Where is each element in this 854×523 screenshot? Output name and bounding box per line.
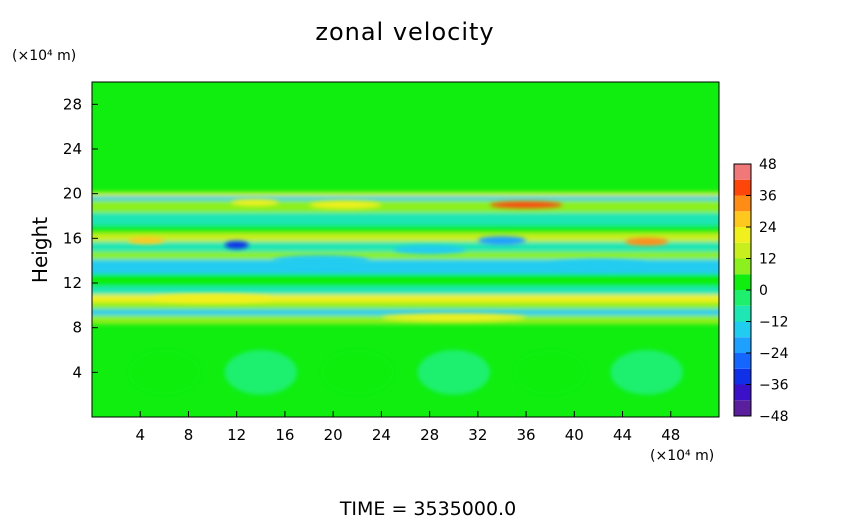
contour-feature xyxy=(624,237,669,246)
colorbar-tick-label: 12 xyxy=(759,252,777,268)
contour-band xyxy=(92,302,719,311)
colorbar-tick-label: −24 xyxy=(759,346,789,362)
contour-band xyxy=(92,309,719,318)
colorbar-swatch xyxy=(734,353,751,369)
contour-feature xyxy=(393,245,466,254)
x-tick-label: 4 xyxy=(135,426,145,444)
y-tick-label: 20 xyxy=(63,185,82,203)
contour-band xyxy=(92,191,719,198)
colorbar-swatch xyxy=(734,242,751,259)
y-axis: 4 8 12 16 20 24 28 xyxy=(63,95,98,381)
colorbar-swatch xyxy=(734,227,751,243)
x-tick-label: 28 xyxy=(420,426,439,444)
colorbar-swatch xyxy=(734,368,751,385)
colorbar-tick-label: 36 xyxy=(759,189,777,205)
plot-area xyxy=(92,82,719,417)
contour-feature xyxy=(224,350,297,395)
contour-feature xyxy=(309,200,382,209)
chart-title: zonal velocity xyxy=(315,18,494,46)
colorbar-tick-label: −48 xyxy=(759,409,789,425)
x-tick-label: 44 xyxy=(613,426,632,444)
x-tick-label: 8 xyxy=(184,426,194,444)
contour-feature xyxy=(272,255,370,267)
colorbar-swatch xyxy=(734,290,751,306)
x-tick-label: 20 xyxy=(324,426,343,444)
x-tick-label: 24 xyxy=(372,426,391,444)
colorbar-tick-label: −12 xyxy=(759,315,789,331)
plot-frame xyxy=(91,81,720,418)
contour-feature xyxy=(489,201,563,209)
contour-band xyxy=(92,294,719,305)
band-layer xyxy=(92,191,719,325)
y-tick-label: 12 xyxy=(63,274,82,292)
contour-feature xyxy=(610,350,683,395)
x-unit-label: (×10⁴ m) xyxy=(650,448,714,464)
y-tick-label: 24 xyxy=(63,140,82,158)
x-tick-label: 12 xyxy=(227,426,246,444)
contour-feature xyxy=(321,350,394,395)
colorbar-swatch xyxy=(734,305,751,322)
contour-feature xyxy=(152,294,273,304)
contour-band xyxy=(92,200,719,214)
colorbar-swatch xyxy=(734,195,751,212)
x-tick-label: 16 xyxy=(275,426,294,444)
colorbar: 48 36 24 12 0 −12 −24 −36 −48 xyxy=(733,157,789,425)
colorbar-tick-label: 0 xyxy=(759,283,768,299)
colorbar-swatch xyxy=(734,337,751,353)
colorbar-swatch xyxy=(734,179,751,196)
contour-feature xyxy=(550,259,647,271)
contour-feature xyxy=(417,350,490,395)
x-tick-label: 48 xyxy=(661,426,680,444)
colorbar-swatch xyxy=(734,258,751,275)
colorbar-swatch xyxy=(734,274,751,290)
time-label: TIME = 3535000.0 xyxy=(339,498,516,519)
y-axis-label: Height xyxy=(28,217,52,283)
colorbar-swatch xyxy=(734,321,751,338)
colorbar-tick-label: 48 xyxy=(759,157,777,173)
colorbar-tick-label: −36 xyxy=(759,378,789,394)
y-tick-label: 8 xyxy=(72,319,82,337)
x-tick-label: 32 xyxy=(468,426,487,444)
contour-band xyxy=(92,286,719,298)
y-tick-label: 28 xyxy=(63,95,82,113)
colorbar-swatch xyxy=(734,211,751,227)
y-unit-label: (×10⁴ m) xyxy=(12,48,76,64)
contour-feature xyxy=(477,236,527,246)
contour-feature xyxy=(224,241,249,249)
contour-feature xyxy=(381,313,527,322)
contour-feature xyxy=(230,199,279,206)
y-tick-label: 4 xyxy=(72,363,82,381)
feature-layer xyxy=(128,199,683,395)
contour-feature xyxy=(128,237,165,244)
y-tick-label: 16 xyxy=(63,229,82,247)
x-tick-label: 40 xyxy=(565,426,584,444)
contour-band xyxy=(92,212,719,227)
contour-feature xyxy=(128,350,201,395)
x-tick-label: 36 xyxy=(517,426,536,444)
contour-feature xyxy=(514,350,587,395)
colorbar-swatch xyxy=(734,164,751,180)
x-axis: 4 8 12 16 20 24 28 32 36 40 44 48 xyxy=(135,411,680,444)
colorbar-swatch xyxy=(734,384,751,401)
colorbar-swatch xyxy=(734,400,751,416)
colorbar-tick-label: 24 xyxy=(759,220,777,236)
contour-band xyxy=(92,274,719,288)
